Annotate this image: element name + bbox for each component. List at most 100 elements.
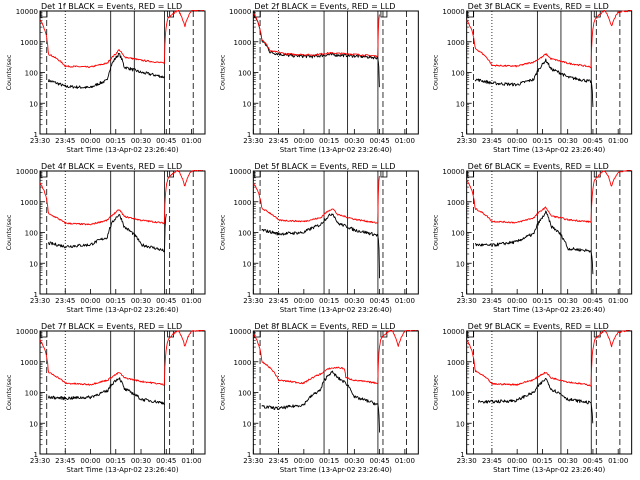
x-axis-label: Start Time (13-Apr-02 23:26:40) — [493, 306, 605, 314]
x-tick-label: 00:00 — [294, 137, 314, 145]
y-tick-label: 1 — [34, 451, 38, 459]
x-tick-label: 00:15 — [319, 137, 339, 145]
events-series-line — [474, 58, 594, 108]
events-series-line — [47, 52, 165, 89]
lld-series-line — [466, 330, 632, 387]
y-tick-label: 10 — [242, 260, 251, 268]
corner-marker — [380, 10, 388, 18]
lld-series-line — [40, 10, 205, 69]
y-tick-label: 1000 — [20, 359, 38, 367]
panel-title: Det 7f BLACK = Events, RED = LLD — [41, 322, 182, 331]
plot-frame — [39, 170, 206, 295]
y-tick-label: 10000 — [16, 8, 38, 16]
y-tick-label: 10 — [29, 260, 38, 268]
events-series-line — [253, 12, 380, 88]
y-tick-label: 100 — [451, 230, 464, 238]
x-tick-label: 00:00 — [294, 297, 314, 305]
panel-title: Det 4f BLACK = Events, RED = LLD — [41, 162, 182, 171]
y-tick-label: 100 — [238, 230, 251, 238]
x-tick-label: 01:00 — [181, 457, 201, 465]
x-tick-label: 23:30 — [243, 297, 263, 305]
x-tick-label: 23:30 — [243, 137, 263, 145]
x-axis-label: Start Time (13-Apr-02 23:26:40) — [280, 306, 392, 314]
y-tick-label: 100 — [238, 70, 251, 78]
corner-marker — [40, 10, 48, 18]
x-tick-label: 01:00 — [608, 137, 628, 145]
y-tick-label: 1 — [460, 291, 464, 299]
detector-panel: Det 6f BLACK = Events, RED = LLD 1 10 100 10… — [432, 162, 633, 314]
y-tick-label: 1 — [34, 131, 38, 139]
events-series-line — [47, 213, 167, 253]
y-tick-label: 1000 — [234, 359, 252, 367]
corner-marker — [40, 330, 48, 338]
y-tick-label: 10 — [456, 100, 465, 108]
corner-marker — [40, 170, 48, 178]
y-tick-label: 10 — [242, 100, 251, 108]
y-tick-label: 100 — [25, 70, 38, 78]
panel-title: Det 5f BLACK = Events, RED = LLD — [254, 162, 395, 171]
corner-marker — [467, 330, 475, 338]
y-tick-label: 10000 — [442, 8, 464, 16]
y-axis-label: Counts/sec — [218, 374, 226, 410]
x-axis-label: Start Time (13-Apr-02 23:26:40) — [66, 466, 178, 474]
y-tick-label: 1000 — [447, 359, 465, 367]
x-tick-label: 00:15 — [319, 457, 339, 465]
x-tick-label: 00:30 — [344, 457, 364, 465]
x-tick-label: 23:45 — [268, 297, 288, 305]
x-tick-label: 23:45 — [55, 297, 75, 305]
panel-title: Det 8f BLACK = Events, RED = LLD — [254, 322, 395, 331]
x-tick-label: 00:30 — [344, 137, 364, 145]
x-tick-label: 23:45 — [55, 137, 75, 145]
y-tick-label: 1 — [460, 131, 464, 139]
lld-series-line — [253, 12, 380, 58]
x-tick-label: 00:00 — [294, 457, 314, 465]
corner-marker — [467, 10, 475, 18]
x-tick-label: 01:00 — [181, 137, 201, 145]
x-axis-label: Start Time (13-Apr-02 23:26:40) — [66, 306, 178, 314]
y-tick-label: 1 — [247, 131, 251, 139]
y-tick-label: 100 — [238, 390, 251, 398]
detector-panel: Det 7f BLACK = Events, RED = LLD 1 10 100 10… — [5, 322, 206, 474]
y-tick-label: 100 — [25, 230, 38, 238]
x-tick-label: 00:15 — [319, 297, 339, 305]
x-tick-label: 00:30 — [131, 297, 151, 305]
y-axis-label: Counts/sec — [5, 374, 13, 410]
x-tick-label: 00:45 — [370, 457, 390, 465]
detector-panel: Det 5f BLACK = Events, RED = LLD 1 10 100 10… — [218, 162, 419, 314]
x-tick-label: 00:15 — [532, 297, 552, 305]
x-tick-label: 00:45 — [370, 297, 390, 305]
plot-frame — [252, 10, 419, 135]
plot-frame — [466, 170, 633, 295]
x-tick-label: 23:30 — [30, 297, 50, 305]
x-axis-label: Start Time (13-Apr-02 23:26:40) — [280, 466, 392, 474]
y-tick-label: 10000 — [442, 328, 464, 336]
y-tick-label: 10 — [29, 100, 38, 108]
x-tick-label: 01:00 — [181, 297, 201, 305]
panel-title: Det 2f BLACK = Events, RED = LLD — [254, 2, 395, 11]
corner-marker — [467, 170, 475, 178]
x-tick-label: 00:15 — [106, 457, 126, 465]
y-axis-label: Counts/sec — [5, 54, 13, 90]
x-tick-label: 23:30 — [457, 297, 477, 305]
y-tick-label: 10000 — [229, 168, 251, 176]
y-tick-label: 100 — [451, 70, 464, 78]
detector-panel: Det 9f BLACK = Events, RED = LLD 1 10 100 10… — [432, 322, 633, 474]
x-tick-label: 00:30 — [131, 137, 151, 145]
plot-frame — [39, 10, 206, 135]
events-series-line — [477, 377, 594, 424]
y-tick-label: 1 — [460, 451, 464, 459]
y-tick-label: 10000 — [442, 168, 464, 176]
y-tick-label: 10000 — [16, 168, 38, 176]
x-tick-label: 00:45 — [583, 137, 603, 145]
plot-frame — [466, 10, 633, 135]
x-tick-label: 01:00 — [608, 457, 628, 465]
y-tick-label: 1 — [247, 451, 251, 459]
y-tick-label: 100 — [451, 390, 464, 398]
y-tick-label: 1000 — [20, 199, 38, 207]
detector-panel: Det 4f BLACK = Events, RED = LLD 1 10 100 10… — [5, 162, 206, 314]
x-tick-label: 23:45 — [55, 457, 75, 465]
x-tick-label: 01:00 — [395, 137, 415, 145]
x-tick-label: 00:30 — [558, 137, 578, 145]
